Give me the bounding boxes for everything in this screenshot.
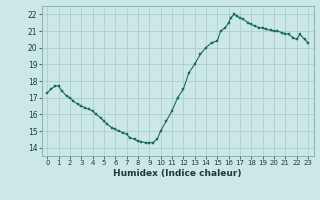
X-axis label: Humidex (Indice chaleur): Humidex (Indice chaleur): [113, 169, 242, 178]
